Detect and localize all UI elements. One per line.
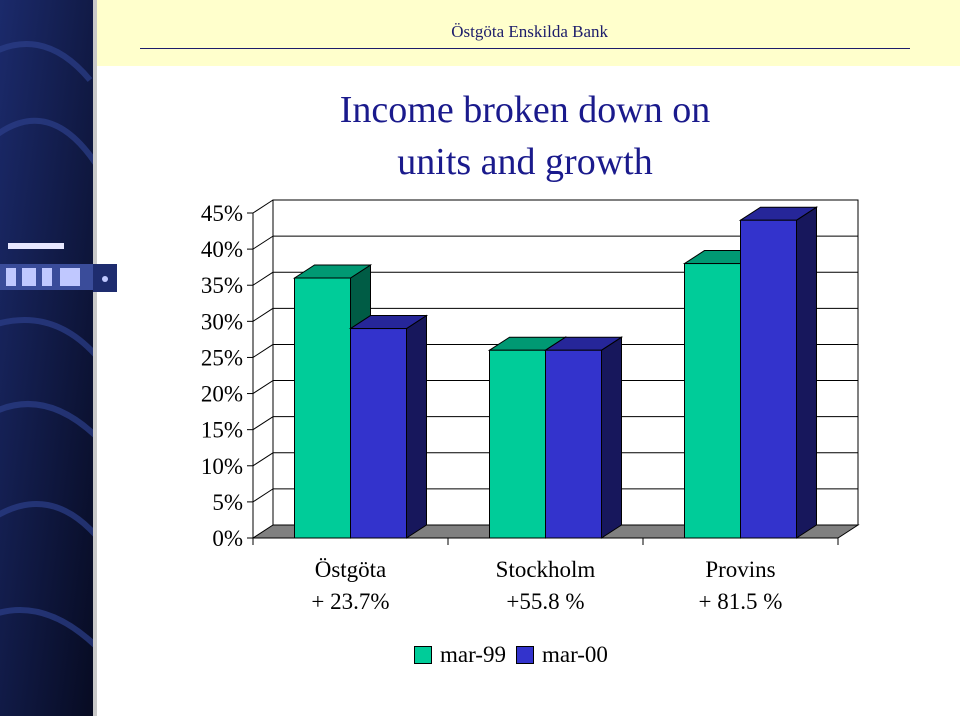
- legend: mar-99 mar-00: [414, 640, 618, 670]
- decorative-sidebar: [0, 0, 93, 716]
- y-tick-label: 45%: [201, 201, 243, 226]
- y-tick-label: 10%: [201, 454, 243, 479]
- bank-name: Östgöta Enskilda Bank: [451, 22, 608, 41]
- title-line-1: Income broken down on: [339, 89, 711, 131]
- header-rule: [140, 48, 910, 49]
- y-tick-label: 40%: [201, 237, 243, 262]
- y-tick-label: 35%: [201, 273, 243, 298]
- category-label: Stockholm: [496, 557, 596, 582]
- bar-front: [545, 349, 602, 539]
- title-line-2: units and growth: [397, 141, 653, 183]
- legend-swatch: [515, 646, 534, 664]
- side-gridline: [252, 199, 274, 214]
- y-tick-label: 25%: [201, 345, 243, 370]
- y-tick-label: 15%: [201, 418, 243, 443]
- category-label: Provins: [705, 557, 775, 582]
- category-growth-label: + 23.7%: [311, 589, 389, 614]
- side-gridline: [252, 307, 274, 322]
- sidebar-edge: [93, 0, 97, 716]
- bars: [292, 206, 819, 539]
- bar-front: [350, 328, 407, 539]
- side-gridline: [252, 380, 274, 394]
- slide-title: Income broken down on units and growth: [260, 84, 790, 188]
- bar: [738, 206, 819, 539]
- bar-side: [601, 336, 622, 539]
- legend-label: mar-99: [440, 642, 506, 667]
- header-banner: Östgöta Enskilda Bank: [97, 0, 960, 66]
- y-tick-label: 0%: [212, 526, 243, 551]
- bar-front: [684, 263, 741, 539]
- legend-label: mar-00: [541, 642, 608, 667]
- y-tick-label: 30%: [201, 309, 243, 334]
- side-gridline: [252, 344, 274, 358]
- side-gridline: [252, 235, 274, 250]
- sidebar-pattern: [0, 0, 93, 716]
- legend-swatch: [414, 646, 432, 664]
- y-tick-label: 5%: [212, 490, 243, 515]
- bar: [543, 336, 624, 539]
- legend-item: mar-00: [515, 642, 608, 668]
- bar: [348, 314, 429, 539]
- category-labels: Östgöta + 23.7% Stockholm +55.8 % Provins + 8…: [311, 557, 782, 614]
- side-gridline: [252, 488, 274, 503]
- bar-front: [740, 219, 797, 539]
- bar-front: [489, 349, 546, 539]
- sidebar-tab: [93, 264, 117, 292]
- bar-side: [406, 314, 427, 539]
- category-growth-label: +55.8 %: [506, 589, 584, 614]
- side-gridline: [252, 452, 274, 467]
- category-growth-label: + 81.5 %: [699, 589, 783, 614]
- y-axis-ticks: 0% 5% 10% 15% 20% 25% 30% 35% 40% 45%: [201, 201, 253, 551]
- side-gridline: [252, 416, 274, 431]
- bar-side: [796, 206, 817, 539]
- legend-item: mar-99: [414, 642, 506, 668]
- bar-front: [294, 277, 351, 539]
- y-tick-label: 20%: [201, 382, 243, 407]
- side-gridline: [252, 271, 274, 286]
- category-label: Östgöta: [315, 557, 387, 582]
